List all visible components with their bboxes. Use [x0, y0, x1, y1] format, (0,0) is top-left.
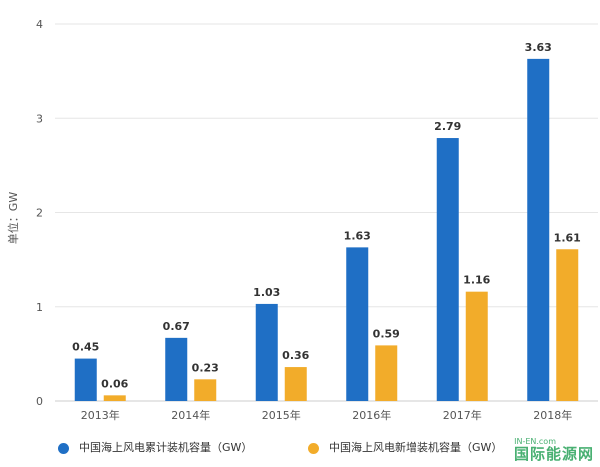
data-label-series1-5: 1.61: [554, 231, 581, 244]
bar-series1-5: [556, 249, 579, 401]
data-label-series0-1: 0.67: [163, 320, 190, 333]
y-axis-label: 单位：GW: [6, 192, 20, 245]
data-label-series0-2: 1.03: [253, 286, 280, 299]
data-label-series0-3: 1.63: [344, 229, 371, 242]
data-label-series0-0: 0.45: [72, 341, 99, 354]
bar-series0-3: [346, 247, 369, 401]
watermark-domain: IN-EN.com: [514, 437, 556, 446]
legend-label-new: 中国海上风电新增装机容量（GW）: [329, 441, 503, 454]
legend-label-cumulative: 中国海上风电累计装机容量（GW）: [79, 441, 253, 454]
bar-series0-4: [436, 138, 459, 402]
watermark-logo: 国际能源网: [513, 445, 594, 463]
legend-marker-cumulative: [58, 442, 69, 454]
data-labels: 0.45 0.67 1.03 1.63 2.79 3.63 0.06 0.23 0.36 0.59…: [72, 41, 581, 390]
x-tick-label-0: 2013年: [81, 408, 120, 422]
y-tick-label-1: 1: [36, 301, 43, 314]
legend: 中国海上风电累计装机容量（GW） 中国海上风电新增装机容量（GW）: [58, 436, 598, 460]
bar-series0-2: [255, 303, 278, 401]
x-tick-label-4: 2017年: [443, 408, 482, 422]
bar-series0-1: [165, 337, 188, 401]
y-tick-label-4: 4: [36, 18, 43, 31]
data-label-series0-4: 2.79: [434, 120, 461, 133]
x-tick-label-1: 2014年: [171, 408, 210, 422]
bar-series1-2: [284, 367, 307, 401]
bar-chart: 0 1 2 3 4 2013年 2014年 2015年 2016年 2017年 2018年 0.45…: [6, 18, 598, 422]
legend-item-cumulative: 中国海上风电累计装机容量（GW）: [58, 436, 252, 460]
y-tick-label-3: 3: [36, 112, 43, 125]
axes: 0 1 2 3 4 2013年 2014年 2015年 2016年 2017年 2018年: [36, 18, 572, 422]
bar-series1-3: [375, 345, 398, 401]
x-tick-label-5: 2018年: [533, 408, 572, 422]
legend-item-new: 中国海上风电新增装机容量（GW）: [308, 436, 502, 460]
x-tick-label-2: 2015年: [262, 408, 301, 422]
legend-marker-new: [308, 442, 319, 454]
data-label-series1-2: 0.36: [282, 349, 309, 362]
bar-series0-5: [527, 58, 550, 402]
data-label-series1-3: 0.59: [373, 327, 400, 340]
data-label-series0-5: 3.63: [525, 41, 552, 54]
data-label-series1-0: 0.06: [101, 377, 128, 390]
gridlines: [55, 23, 598, 402]
bar-series1-1: [194, 379, 217, 401]
y-tick-label-2: 2: [36, 207, 43, 220]
data-label-series1-4: 1.16: [463, 274, 490, 287]
x-tick-label-3: 2016年: [352, 408, 391, 422]
data-label-series1-1: 0.23: [192, 361, 219, 374]
bar-series0-0: [74, 358, 97, 401]
y-tick-label-0: 0: [36, 395, 43, 408]
bar-series1-0: [103, 395, 126, 401]
bars: [74, 58, 579, 402]
bar-series1-4: [465, 291, 488, 401]
